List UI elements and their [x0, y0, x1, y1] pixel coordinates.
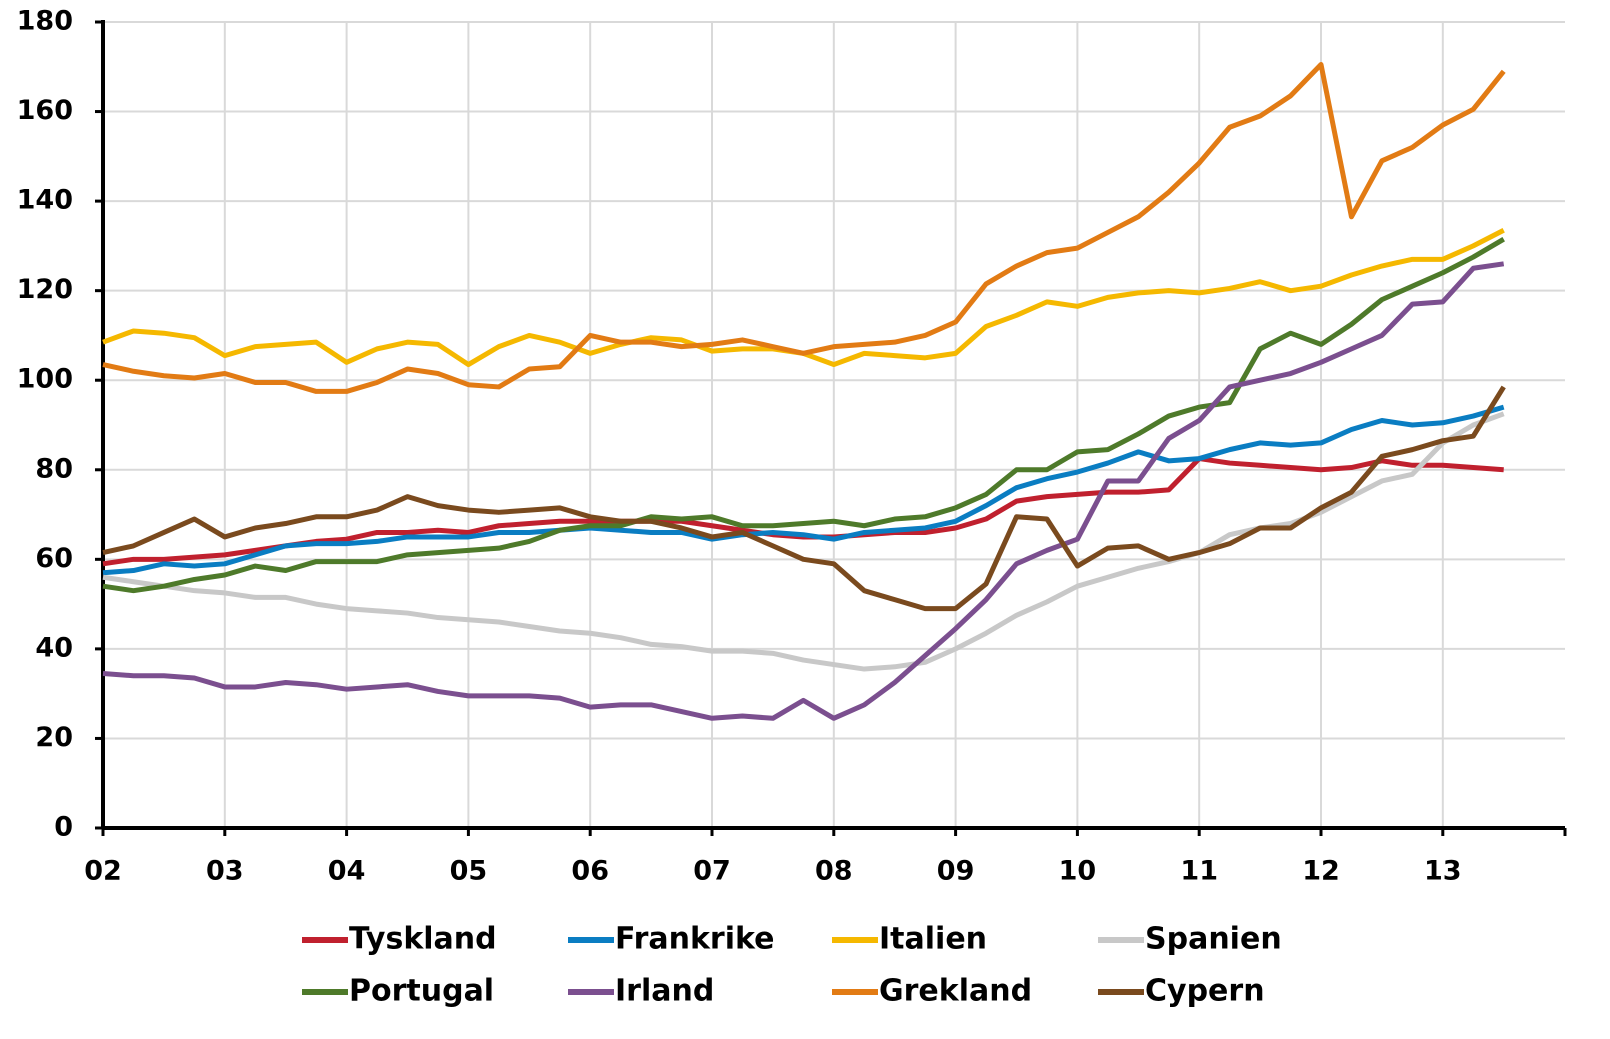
- x-tick-label: 11: [1180, 856, 1218, 887]
- x-tick-label: 04: [328, 856, 366, 887]
- x-tick-label: 05: [450, 856, 488, 887]
- series-line: [102, 261, 1505, 721]
- y-tick-label: 100: [17, 364, 73, 395]
- series-line: [102, 385, 1506, 612]
- x-tick-label: 08: [815, 856, 853, 887]
- x-tick-label: 12: [1302, 856, 1340, 887]
- y-tick-label: 180: [17, 6, 73, 37]
- legend-label: Tyskland: [349, 922, 497, 957]
- y-tick-label: 40: [35, 632, 73, 663]
- x-tick-label: 03: [206, 856, 244, 887]
- x-tick-label: 06: [571, 856, 609, 887]
- series-line: [102, 456, 1504, 567]
- x-tick-label: 13: [1424, 856, 1462, 887]
- y-tick-label: 120: [17, 274, 73, 305]
- y-tick-label: 140: [17, 185, 73, 216]
- legend-label: Irland: [615, 974, 714, 1009]
- series-line: [102, 404, 1505, 576]
- legend-label: Portugal: [349, 974, 494, 1009]
- legend-label: Frankrike: [615, 922, 775, 957]
- x-tick-label: 09: [937, 856, 975, 887]
- legend-label: Grekland: [879, 974, 1032, 1009]
- y-tick-label: 60: [35, 543, 73, 574]
- x-tick-label: 10: [1059, 856, 1097, 887]
- legend-label: Italien: [879, 922, 987, 957]
- y-tick-label: 0: [54, 812, 73, 843]
- series-line: [102, 227, 1505, 368]
- x-tick-label: 07: [693, 856, 731, 887]
- x-tick-label: 02: [84, 856, 122, 887]
- y-tick-label: 80: [35, 453, 73, 484]
- legend-label: Cypern: [1145, 974, 1265, 1009]
- legend-label: Spanien: [1145, 922, 1282, 957]
- series-line: [102, 62, 1506, 394]
- series-line: [102, 237, 1505, 594]
- y-tick-label: 160: [17, 95, 73, 126]
- y-tick-label: 20: [35, 722, 73, 753]
